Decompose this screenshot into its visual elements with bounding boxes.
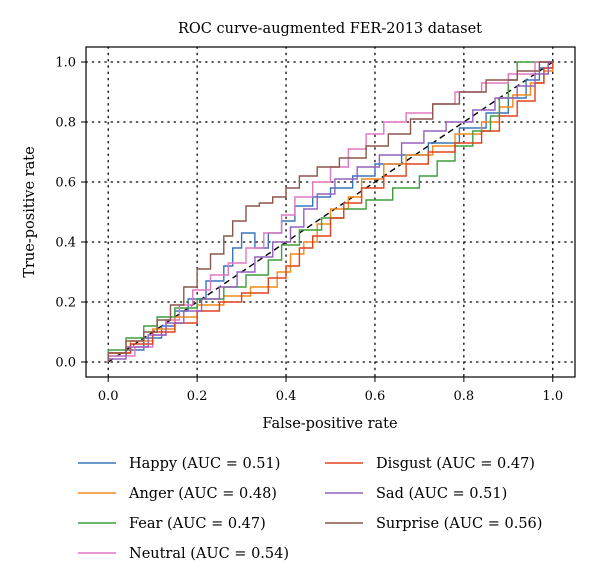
plot-frame	[85, 46, 576, 378]
legend-label-anger: Anger (AUC = 0.48)	[128, 486, 277, 502]
series-line-anger	[107, 62, 554, 362]
legend-label-neutral: Neutral (AUC = 0.54)	[129, 546, 289, 562]
series-line-sad	[107, 61, 553, 362]
legend: Happy (AUC = 0.51) Anger (AUC = 0.48) Fear…	[78, 456, 542, 562]
y-axis-label: True-positive rate	[22, 146, 38, 277]
x-tick-label: 0.6	[365, 389, 386, 404]
x-tick-label: 1.0	[542, 389, 563, 404]
series-line-fear	[107, 61, 553, 362]
x-axis-label: False-positive rate	[262, 416, 397, 432]
legend-label-fear: Fear (AUC = 0.47)	[129, 516, 266, 532]
x-tick-label: 0.8	[454, 389, 475, 404]
legend-label-surprise: Surprise (AUC = 0.56)	[376, 516, 542, 532]
series-line-disgust	[107, 62, 554, 362]
legend-label-happy: Happy (AUC = 0.51)	[129, 456, 280, 472]
y-tick-label: 1.0	[55, 56, 76, 71]
legend-label-disgust: Disgust (AUC = 0.47)	[376, 456, 535, 472]
roc-series	[107, 61, 554, 362]
x-tick-label: 0.0	[98, 389, 119, 404]
y-tick-label: 0.2	[55, 296, 76, 311]
grid-lines	[85, 46, 576, 378]
series-line-neutral	[107, 61, 553, 362]
y-tick-label: 0.6	[55, 176, 76, 191]
axis-ticks: 0.0 0.2 0.4 0.6 0.8 1.0 0.0 0.2 0.4 0.6 0.8 1.0	[55, 56, 563, 405]
x-tick-label: 0.2	[187, 389, 208, 404]
y-tick-label: 0.8	[55, 116, 76, 131]
x-tick-label: 0.4	[276, 389, 297, 404]
chart-title: ROC curve-augmented FER-2013 dataset	[178, 21, 482, 37]
series-line-surprise	[107, 61, 553, 362]
y-tick-label: 0.0	[55, 356, 76, 371]
legend-label-sad: Sad (AUC = 0.51)	[376, 486, 507, 502]
y-tick-label: 0.4	[55, 236, 76, 251]
